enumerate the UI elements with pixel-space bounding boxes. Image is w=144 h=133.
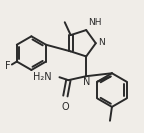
Text: NH: NH — [88, 18, 102, 27]
Text: O: O — [62, 102, 69, 112]
Text: N: N — [98, 38, 105, 47]
Text: F: F — [5, 61, 11, 70]
Text: N: N — [84, 77, 91, 87]
Text: H₂N: H₂N — [33, 72, 52, 82]
